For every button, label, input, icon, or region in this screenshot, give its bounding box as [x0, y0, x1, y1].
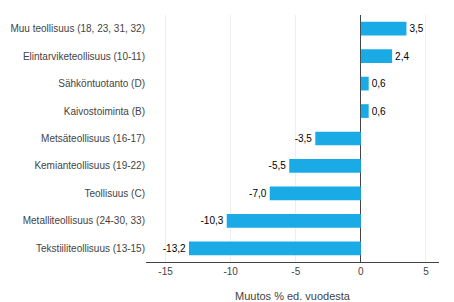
- svg-text:Muu teollisuus (18, 23, 31, 32: Muu teollisuus (18, 23, 31, 32): [10, 23, 145, 34]
- svg-text:Tekstiiliteollisuus (13-15): Tekstiiliteollisuus (13-15): [36, 243, 145, 254]
- svg-text:Metsäteollisuus (16-17): Metsäteollisuus (16-17): [41, 133, 145, 144]
- svg-text:0: 0: [358, 266, 364, 277]
- svg-text:Muutos % ed. vuodesta: Muutos % ed. vuodesta: [235, 290, 351, 302]
- svg-text:-5: -5: [291, 266, 300, 277]
- svg-text:0,6: 0,6: [372, 106, 386, 117]
- svg-text:-10,3: -10,3: [201, 215, 224, 226]
- svg-text:-7,0: -7,0: [249, 188, 267, 199]
- svg-text:-10: -10: [223, 266, 238, 277]
- svg-text:3,5: 3,5: [409, 23, 423, 34]
- svg-text:Teollisuus (C): Teollisuus (C): [84, 188, 145, 199]
- svg-text:-5,5: -5,5: [269, 160, 287, 171]
- svg-text:2,4: 2,4: [395, 51, 409, 62]
- svg-text:5: 5: [423, 266, 429, 277]
- svg-text:-13,2: -13,2: [163, 243, 186, 254]
- svg-text:-15: -15: [158, 266, 173, 277]
- svg-text:Sähköntuotanto (D): Sähköntuotanto (D): [58, 78, 145, 89]
- svg-text:Metalliteollisuus (24-30, 33): Metalliteollisuus (24-30, 33): [23, 215, 145, 226]
- svg-text:0,6: 0,6: [372, 78, 386, 89]
- svg-text:Kaivostoiminta (B): Kaivostoiminta (B): [64, 106, 145, 117]
- svg-text:-3,5: -3,5: [295, 133, 313, 144]
- svg-text:Kemianteollisuus (19-22): Kemianteollisuus (19-22): [34, 160, 145, 171]
- svg-text:Elintarviketeollisuus (10-11): Elintarviketeollisuus (10-11): [23, 51, 145, 62]
